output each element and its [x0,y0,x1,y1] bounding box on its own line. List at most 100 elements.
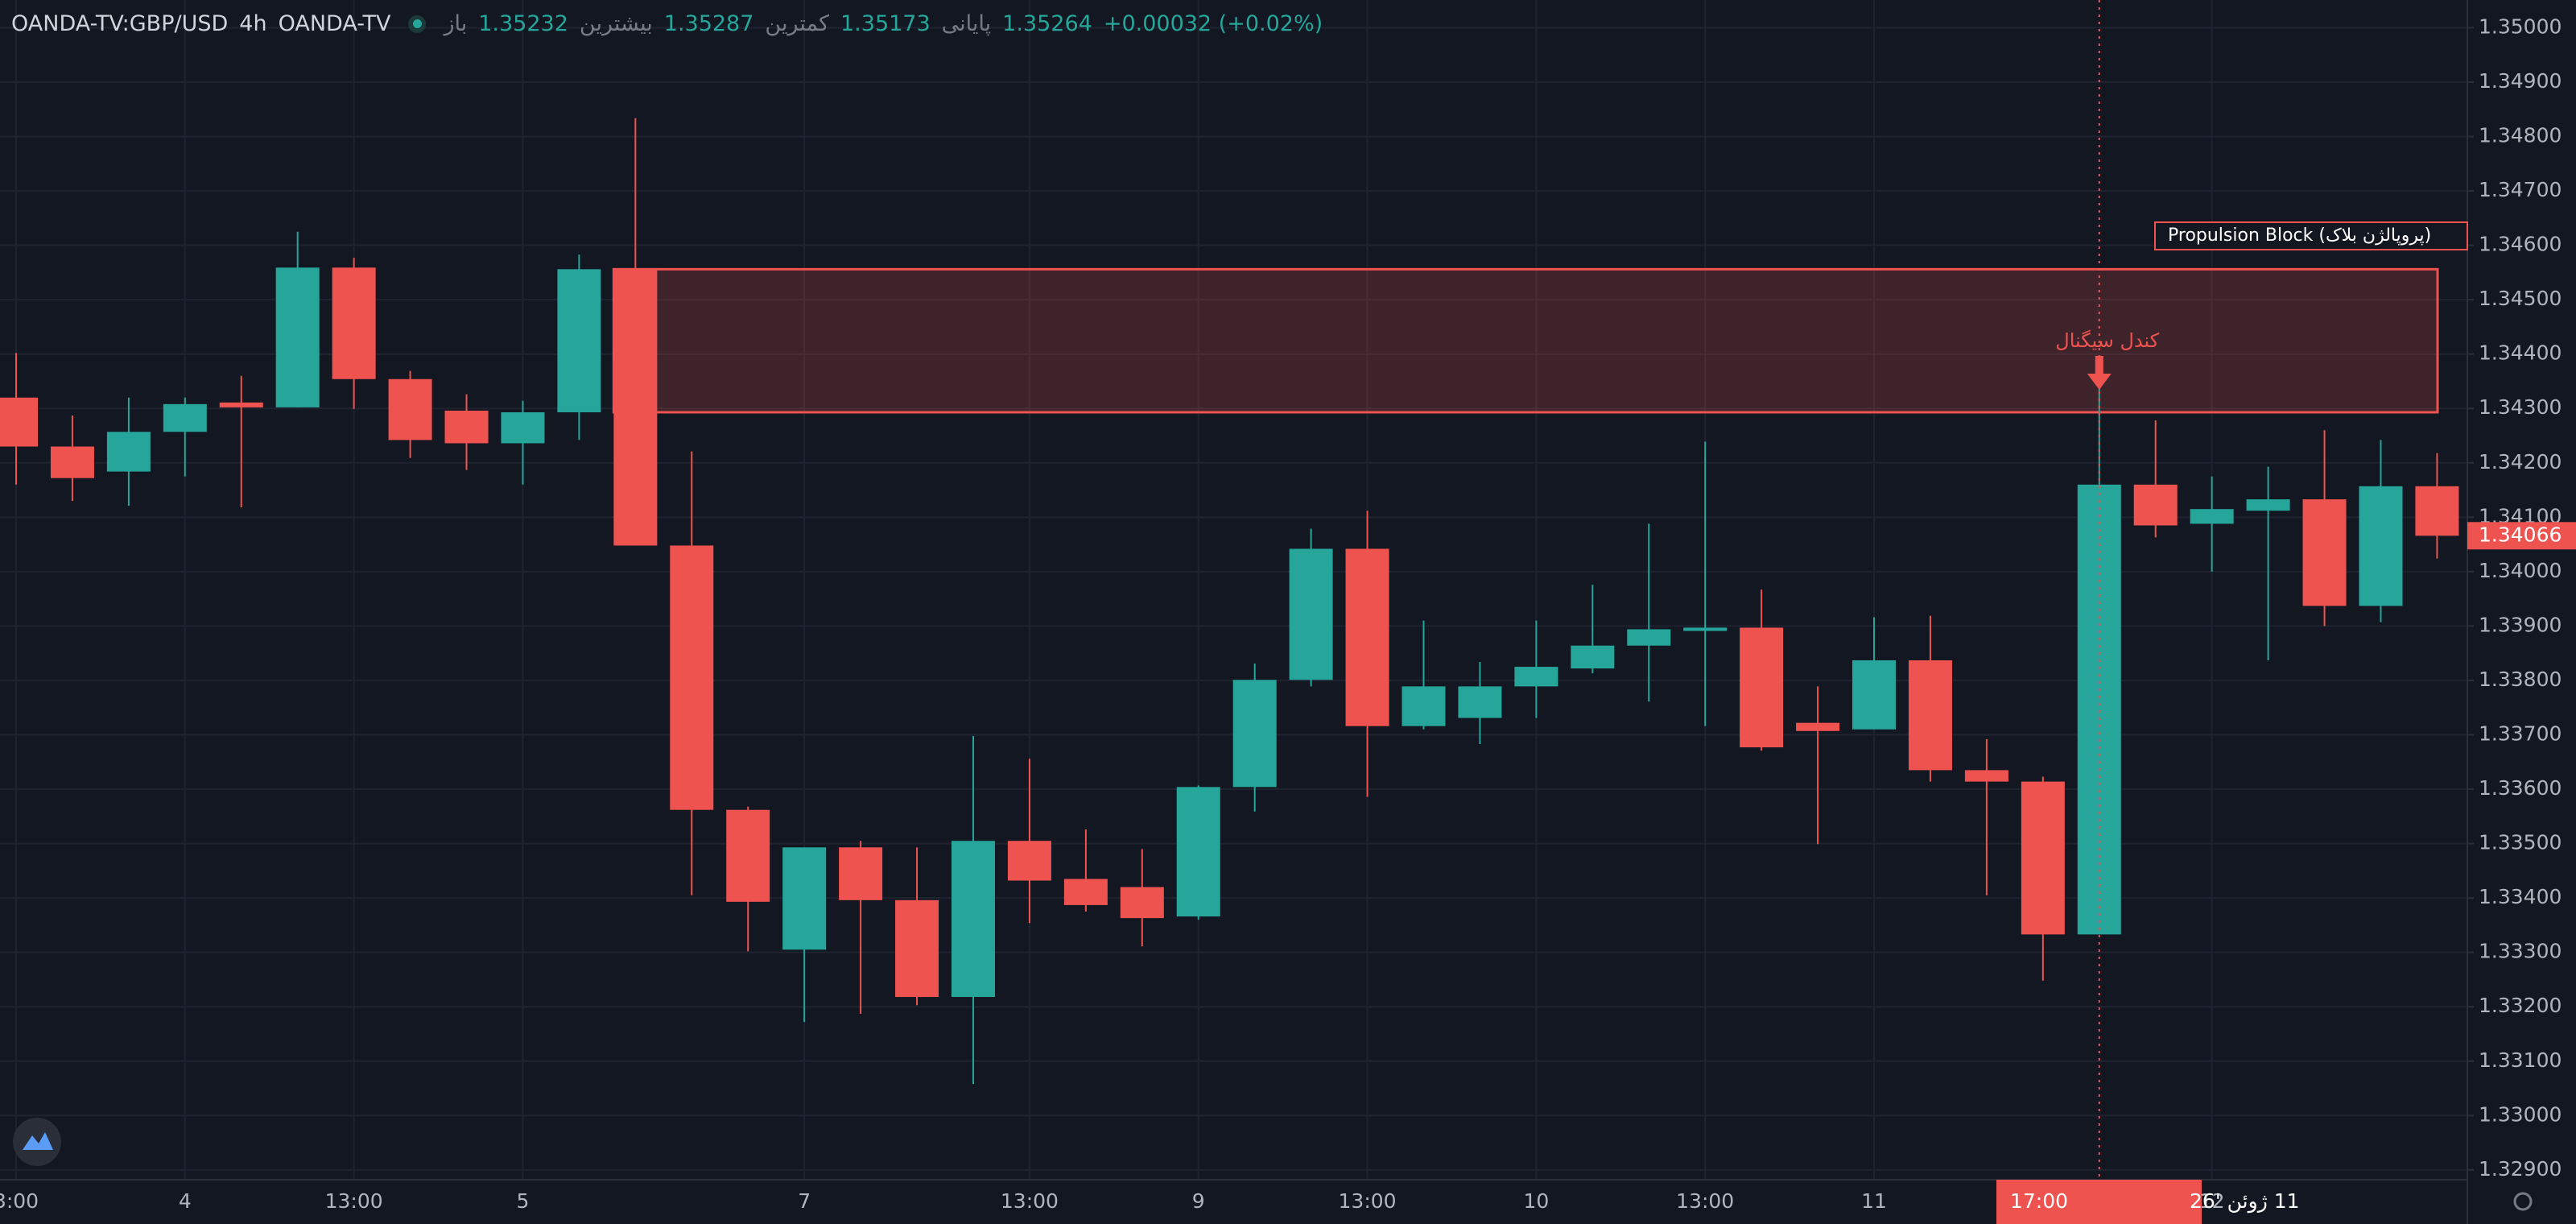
candle-body [1345,548,1389,726]
y-tick-label: 1.33400 [2479,885,2562,908]
y-tick-label: 1.34400 [2479,341,2562,365]
candle-body [1908,660,1952,771]
candle-body [1120,887,1164,919]
ohlc-value: 1.35287 [663,11,754,36]
candle-body [501,411,545,444]
y-tick-label: 1.34300 [2479,395,2562,419]
status-dot-inner [412,19,422,28]
x-tick-label: 13:00 [1339,1189,1397,1213]
candle-body [275,267,320,407]
ohlc-value: 1.35173 [840,11,931,36]
change: +0.00032 (+0.02%) [1103,11,1323,36]
candle-body [1627,629,1671,646]
y-tick-label: 1.34000 [2479,559,2562,582]
last-price-tag [2467,522,2576,550]
x-tick-label: 12 [2199,1189,2225,1213]
x-tick-label: 4 [179,1189,192,1213]
y-tick-label: 1.34200 [2479,450,2562,473]
candle-body [332,267,376,379]
x-tick-label: 9 [1192,1189,1205,1213]
ohlc-label: کمترین [765,11,829,36]
x-tick-label: 13:00 [325,1189,383,1213]
ohlc-label: باز [444,11,468,36]
candle-body [1289,548,1333,680]
settings-icon[interactable] [2513,1192,2533,1211]
y-tick-label: 1.33500 [2479,831,2562,854]
last-price-label: 1.34066 [2479,523,2562,546]
zone [612,267,2439,414]
x-tick-label: 7 [798,1189,811,1213]
candle-body [1964,770,2008,782]
header: OANDA-TV:GBP/USD 4h OANDA-TV باز 1.35232 … [11,11,1323,36]
y-tick-label: 1.33600 [2479,776,2562,800]
y-tick-label: 1.35000 [2479,14,2562,38]
candle-body [2133,484,2178,526]
candle-body [1063,879,1108,905]
candle-body [2021,781,2065,935]
y-tick-label: 1.33700 [2479,722,2562,746]
candle-body [1571,645,1615,669]
x-tick-label: 3:00 [0,1189,39,1213]
candle-body [1458,686,1502,718]
ohlc-value: 1.35232 [478,11,568,36]
crosshair-time-box [1996,1180,2202,1224]
candle-body [839,847,883,900]
candle-body [106,432,151,472]
candle-body [2302,499,2347,606]
candle-body [2246,499,2290,511]
ohlc-value: 1.35264 [1002,11,1092,36]
x-tick-label: 11 [1861,1189,1887,1213]
candle-body [444,410,489,444]
candle-body [1683,627,1728,631]
logo-shape[interactable] [23,1132,53,1150]
y-tick-label: 1.34800 [2479,124,2562,147]
candle-body [670,545,714,810]
candle-body [951,841,995,998]
x-tick-label: 5 [517,1189,530,1213]
candle-body [557,269,601,412]
candle-body [2415,486,2459,536]
y-tick-label: 1.33300 [2479,940,2562,963]
symbol: OANDA-TV:GBP/USD [11,11,229,36]
candle-body [1232,680,1277,788]
candle-body [1402,686,1446,726]
crosshair-date: 11 ژوئن '26 [2190,1189,2300,1214]
candle-body [50,446,94,478]
y-tick-label: 1.33200 [2479,994,2562,1017]
logo[interactable] [13,1118,61,1166]
candle-body [1007,841,1051,881]
zone-label: Propulsion Block (پروپالژن بلاک) [2168,225,2431,246]
y-tick-label: 1.33000 [2479,1102,2562,1126]
signal-arrow [2087,356,2112,390]
y-tick-label: 1.34500 [2479,287,2562,310]
x-tick-label: 13:00 [1676,1189,1734,1213]
candle-body [388,378,432,440]
crosshair-time: 17:00 [2010,1189,2068,1213]
status-dot [408,14,427,33]
candle-body [1796,722,1840,731]
y-tick-label: 1.33100 [2479,1048,2562,1072]
candle-body [613,269,658,546]
candle-body [1852,660,1897,730]
ohlc-label: پایانی [941,11,992,36]
candle-body [0,397,38,447]
ohlc-label: بیشترین [579,11,653,36]
interval[interactable]: 4h [239,11,267,36]
candle-body [2359,486,2403,606]
y-tick-label: 1.34900 [2479,69,2562,93]
candle-body [1514,667,1558,687]
candle-body [782,847,827,950]
y-tick-label: 1.33800 [2479,668,2562,691]
candle-body [895,899,939,998]
y-tick-label: 1.32900 [2479,1157,2562,1181]
zone-label-box [2154,221,2468,250]
gear[interactable] [2513,1192,2533,1211]
x-tick-label: 13:00 [1001,1189,1059,1213]
candle-body [1176,787,1220,917]
y-tick-label: 1.34700 [2479,178,2562,201]
candle-body [219,402,263,407]
candle-body [726,809,770,902]
price-axis-bg [2467,0,2576,1224]
